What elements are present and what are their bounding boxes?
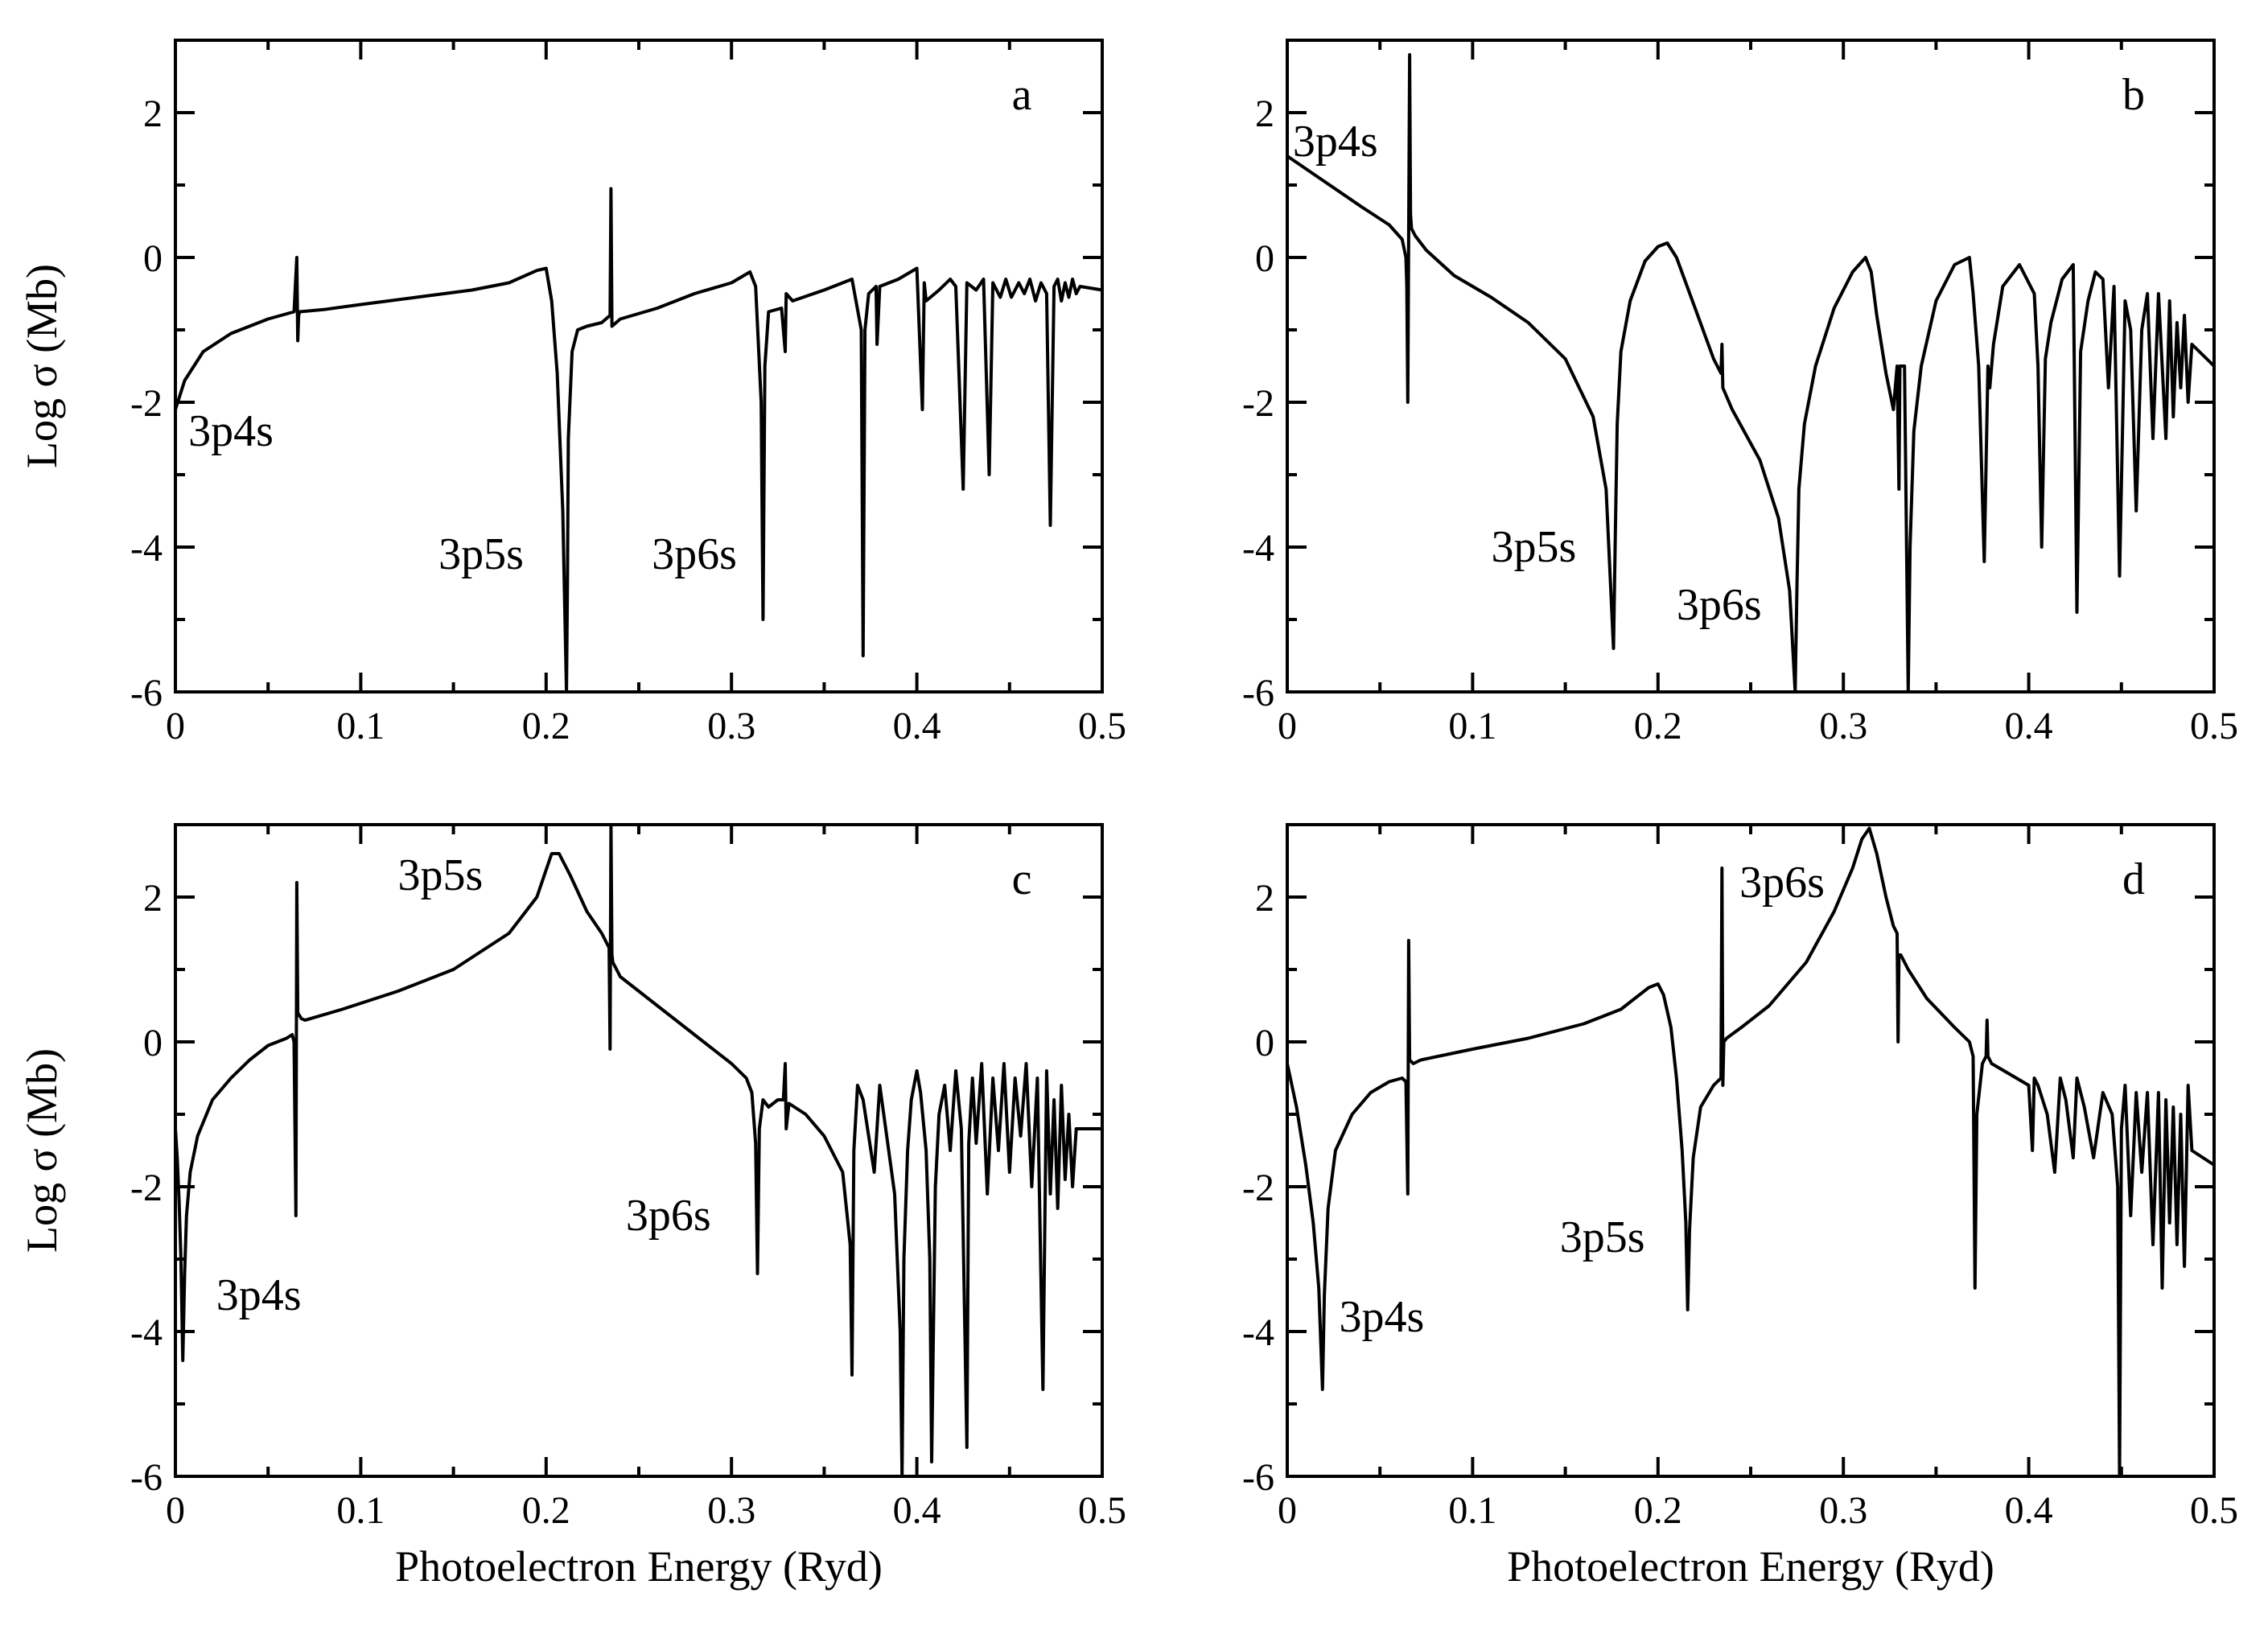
annotation-label: 3p4s [216,1270,302,1320]
y-tick-label: -2 [1242,382,1274,425]
x-tick-label: 0.2 [1634,1489,1682,1532]
annotation-label: 3p6s [1739,858,1825,908]
panel-letter: d [2122,854,2145,904]
y-tick-label: 0 [143,1022,163,1064]
panel-letter: b [2122,70,2145,120]
y-tick-label: -6 [130,1456,163,1499]
y-tick-label: -6 [1242,1456,1274,1499]
x-axis-title: Photoelectron Energy (Ryd) [395,1542,883,1591]
x-tick-label: 0.1 [1448,705,1496,747]
annotation-label: 3p4s [1293,117,1378,167]
x-tick-label: 0.1 [336,705,385,747]
annotation-label: 3p4s [1340,1292,1425,1342]
x-tick-label: 0.3 [707,705,755,747]
x-tick-label: 0.5 [1078,705,1126,747]
series-line-b [1286,53,2216,694]
y-tick-label: -2 [1242,1167,1274,1209]
x-tick-label: 0 [1278,1489,1297,1532]
x-tick-label: 0.1 [1448,1489,1496,1532]
y-tick-label: -4 [1242,527,1274,570]
y-tick-label: -2 [130,382,163,425]
y-tick-label: -4 [1242,1311,1274,1354]
y-tick-label: 0 [143,237,163,280]
y-tick-label: -4 [130,527,163,570]
y-tick-label: 2 [1255,93,1274,135]
y-tick-label: 2 [143,877,163,920]
annotation-label: 3p6s [626,1191,711,1241]
panel-c: 0 0.1 0.2 0.3 0.4 0.5 -6 -4 -2 0 2 3p4s 3p5s 3p6s c Log… [18,823,1126,1591]
y-axis-title: Log σ (Mb) [18,1048,66,1253]
x-tick-label: 0.4 [2005,705,2053,747]
panel-letter: a [1012,70,1032,120]
x-tick-label: 0.1 [336,1489,385,1532]
x-tick-label: 0.5 [1078,1489,1126,1532]
y-tick-label: 2 [143,93,163,135]
annotation-label: 3p5s [1491,522,1576,572]
annotation-label: 3p5s [438,529,524,579]
x-tick-label: 0.4 [2005,1489,2053,1532]
x-tick-label: 0 [1278,705,1297,747]
y-tick-label: -6 [130,672,163,714]
x-tick-label: 0 [166,705,185,747]
x-tick-label: 0.2 [522,705,570,747]
panel-d: 0 0.1 0.2 0.3 0.4 0.5 -6 -4 -2 0 2 3p4s 3p5s 3p6s d Pho… [1242,823,2238,1591]
annotation-label: 3p6s [652,529,737,579]
x-tick-label: 0.4 [893,705,941,747]
x-tick-label: 0.5 [2190,705,2238,747]
annotation-label: 3p5s [397,850,483,900]
y-tick-label: 0 [1255,1022,1274,1064]
x-tick-label: 0.2 [1634,705,1682,747]
panel-letter: c [1012,854,1032,904]
series-line-d [1286,826,2216,1478]
y-tick-label: 2 [1255,877,1274,920]
y-tick-label: -4 [130,1311,163,1354]
series-line-a [174,187,1103,694]
x-tick-label: 0.5 [2190,1489,2238,1532]
x-tick-label: 0.3 [707,1489,755,1532]
y-tick-label: -2 [130,1167,163,1209]
panel-a: 0 0.1 0.2 0.3 0.4 0.5 -6 -4 -2 0 2 3p4s 3p5s 3p6s a Log… [18,39,1126,747]
x-tick-label: 0.3 [1819,1489,1867,1532]
series-line-c [174,823,1102,1478]
annotation-label: 3p4s [188,406,274,456]
annotation-label: 3p6s [1677,580,1762,630]
annotation-label: 3p5s [1560,1212,1645,1262]
y-tick-label: -6 [1242,672,1274,714]
plot-frame [174,39,1104,694]
x-tick-label: 0 [166,1489,185,1532]
panel-b: 0 0.1 0.2 0.3 0.4 0.5 -6 -4 -2 0 2 3p4s 3p5s 3p6s b [1242,39,2238,747]
x-axis-title: Photoelectron Energy (Ryd) [1507,1542,1994,1591]
x-tick-label: 0.4 [893,1489,941,1532]
y-axis-title: Log σ (Mb) [18,264,66,468]
x-tick-label: 0.2 [522,1489,570,1532]
x-tick-label: 0.3 [1819,705,1867,747]
y-tick-label: 0 [1255,237,1274,280]
